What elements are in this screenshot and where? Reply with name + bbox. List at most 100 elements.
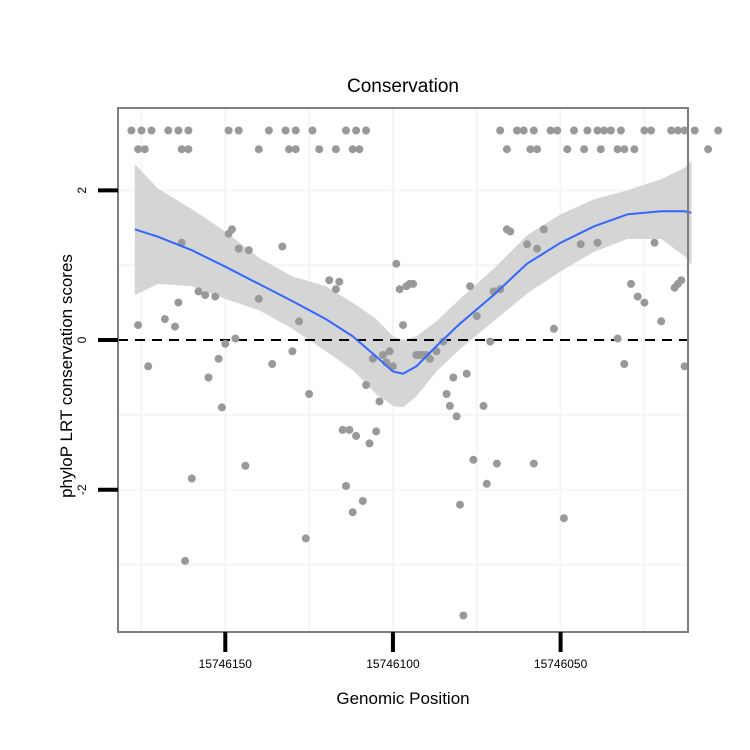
data-point: [335, 277, 344, 286]
data-point: [228, 225, 236, 234]
data-point: [352, 126, 361, 135]
y-axis-label: phyloP LRT conservation scores: [57, 254, 76, 498]
data-point: [315, 145, 324, 154]
data-point: [187, 474, 196, 483]
y-tick-label: 2: [75, 187, 89, 194]
data-point: [479, 401, 488, 410]
data-point: [704, 145, 713, 154]
data-point: [174, 298, 183, 307]
data-point: [553, 126, 562, 135]
data-point: [160, 315, 169, 324]
data-point: [449, 373, 458, 382]
data-point: [342, 126, 350, 135]
data-point: [533, 145, 542, 154]
data-point: [285, 145, 293, 154]
data-point: [268, 360, 277, 368]
data-point: [606, 126, 615, 135]
data-point: [533, 244, 542, 253]
data-point: [325, 276, 334, 285]
data-point: [650, 238, 659, 247]
data-point: [523, 240, 532, 249]
data-point: [217, 403, 226, 412]
data-point: [445, 401, 454, 410]
data-point: [184, 126, 193, 135]
data-point: [181, 556, 190, 565]
data-point: [140, 145, 149, 154]
data-point: [348, 508, 357, 517]
data-point: [127, 126, 136, 135]
data-point: [355, 145, 364, 154]
data-point: [616, 126, 625, 135]
data-point: [613, 334, 622, 343]
data-point: [388, 362, 397, 371]
data-point: [278, 242, 287, 251]
data-point: [570, 126, 578, 135]
data-point: [231, 334, 240, 343]
data-point: [526, 145, 535, 154]
data-point: [291, 145, 300, 154]
data-point: [244, 246, 253, 255]
data-point: [677, 276, 686, 285]
data-point: [469, 455, 478, 464]
data-point: [134, 145, 143, 154]
x-tick-label: 15746100: [366, 657, 420, 671]
data-point: [241, 461, 250, 470]
data-point: [680, 126, 689, 135]
data-point: [593, 126, 602, 135]
data-point: [295, 317, 304, 326]
data-point: [362, 126, 371, 135]
data-point: [596, 145, 605, 154]
data-points-layer: [127, 126, 723, 620]
data-point: [254, 145, 263, 154]
data-point: [549, 324, 558, 333]
data-point: [331, 145, 340, 154]
data-point: [563, 145, 572, 154]
data-point: [392, 259, 401, 268]
data-point: [234, 244, 243, 253]
data-point: [627, 279, 635, 288]
data-point: [288, 347, 297, 356]
data-point: [358, 497, 367, 505]
data-point: [348, 145, 357, 154]
data-point: [362, 381, 371, 389]
data-point: [365, 439, 374, 448]
data-point: [620, 360, 629, 368]
data-point: [254, 294, 263, 303]
data-point: [372, 427, 381, 436]
data-point: [452, 412, 461, 421]
data-point: [486, 337, 495, 346]
data-point: [492, 459, 501, 468]
confidence-ribbon: [134, 160, 692, 408]
data-point: [201, 291, 210, 300]
data-point: [459, 611, 468, 620]
data-point: [513, 126, 521, 135]
y-axis-ticks: 2 0 -2: [75, 187, 118, 495]
smooth-line: [134, 210, 692, 375]
data-point: [308, 126, 317, 135]
data-point: [291, 126, 300, 135]
data-point: [338, 425, 347, 434]
y-tick-label: 0: [75, 336, 89, 343]
data-point: [375, 397, 384, 406]
data-point: [600, 126, 609, 135]
data-point: [368, 354, 377, 363]
data-point: [462, 369, 471, 378]
data-point: [331, 285, 340, 294]
data-point: [425, 354, 434, 363]
x-tick-label: 15746150: [199, 657, 253, 671]
data-point: [147, 126, 156, 135]
data-point: [630, 145, 639, 154]
data-point: [620, 145, 629, 154]
panel-border: [117, 107, 689, 633]
data-point: [342, 482, 350, 490]
data-point: [613, 145, 622, 154]
data-point: [442, 390, 451, 398]
data-point: [472, 312, 481, 321]
data-point: [576, 240, 585, 249]
data-point: [673, 126, 682, 135]
data-point: [593, 238, 602, 247]
data-point: [221, 339, 230, 348]
data-point: [281, 126, 290, 135]
data-point: [409, 279, 418, 288]
